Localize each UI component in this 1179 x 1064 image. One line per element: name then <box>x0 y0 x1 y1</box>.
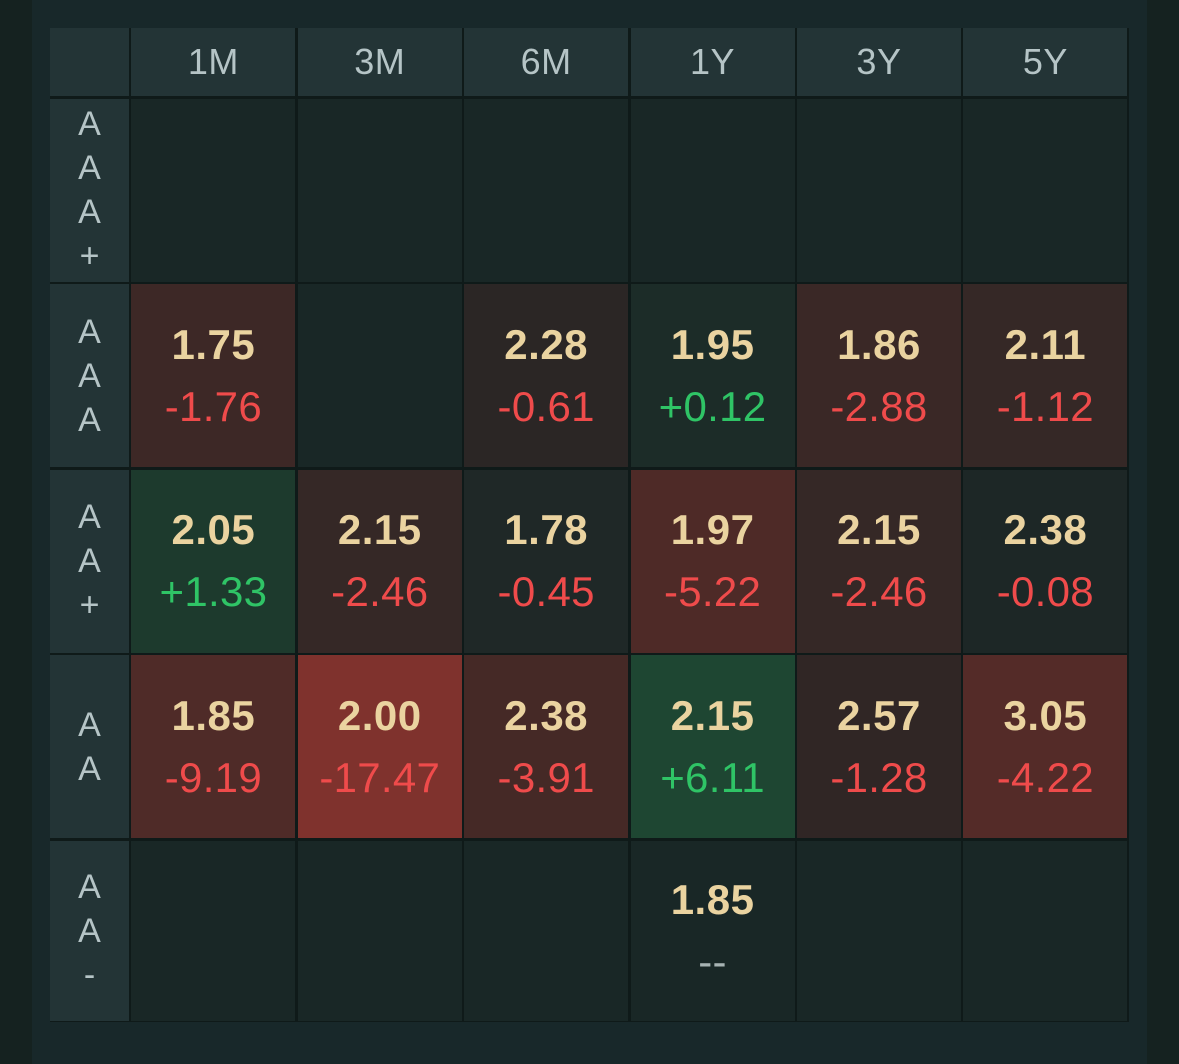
yield-value: 1.78 <box>504 506 589 554</box>
row-header-0[interactable]: A A A + <box>50 98 129 282</box>
change-value: -0.45 <box>497 568 595 616</box>
heatmap-cell-1-1m[interactable]: 1.75 -1.76 <box>131 284 296 468</box>
row-header-char: A <box>78 193 101 232</box>
heatmap-cell-4-5y <box>963 840 1128 1021</box>
heatmap-cell-3-5y[interactable]: 3.05 -4.22 <box>963 655 1128 839</box>
heatmap-cell-3-3y[interactable]: 2.57 -1.28 <box>796 655 961 839</box>
yield-value: 2.15 <box>670 691 755 739</box>
row-header-char: A <box>78 149 101 188</box>
column-header-3m[interactable]: 3M <box>297 28 462 96</box>
change-value: -1.76 <box>164 382 262 430</box>
change-value: -0.08 <box>996 568 1094 616</box>
change-value: -2.46 <box>830 568 928 616</box>
heatmap-cell-2-5y[interactable]: 2.38 -0.08 <box>963 469 1128 653</box>
row-header-2[interactable]: A A + <box>50 469 129 653</box>
heatmap-cell-1-6m[interactable]: 2.28 -0.61 <box>464 284 629 468</box>
change-value: -17.47 <box>319 753 441 801</box>
row-header-char: + <box>79 586 100 625</box>
row-header-char: A <box>78 867 101 906</box>
heatmap-cell-0-5y <box>963 98 1128 282</box>
yield-value: 1.86 <box>837 320 921 368</box>
heatmap-cell-4-1y[interactable]: 1.85 -- <box>630 840 795 1021</box>
yield-heatmap-grid: 1M 3M 6M 1Y 3Y 5Y A A A + A A A 1.75 -1.76 2.28 -0.61 1.9… <box>50 28 1129 1022</box>
heatmap-cell-1-5y[interactable]: 2.11 -1.12 <box>963 284 1128 468</box>
heatmap-cell-3-1m[interactable]: 1.85 -9.19 <box>131 655 296 839</box>
change-value: -3.91 <box>497 753 595 801</box>
yield-value: 2.15 <box>337 506 422 554</box>
yield-value: 3.05 <box>1003 691 1088 739</box>
row-header-char: A <box>78 498 101 537</box>
heatmap-cell-0-1y <box>630 98 795 282</box>
heatmap-cell-3-1y[interactable]: 2.15 +6.11 <box>630 655 795 839</box>
change-value: -0.61 <box>497 382 595 430</box>
change-value: -2.46 <box>331 568 429 616</box>
heatmap-cell-0-1m <box>131 98 296 282</box>
row-header-char: A <box>78 705 101 744</box>
yield-value: 2.00 <box>337 691 422 739</box>
yield-value: 1.95 <box>670 320 755 368</box>
change-value: +0.12 <box>658 382 767 430</box>
heatmap-cell-1-3m <box>297 284 462 468</box>
yield-value: 2.38 <box>1003 506 1088 554</box>
change-value: +6.11 <box>660 753 765 801</box>
row-header-char: A <box>78 911 101 950</box>
heatmap-cell-4-6m <box>464 840 629 1021</box>
heatmap-cell-4-3y <box>796 840 961 1021</box>
heatmap-cell-2-3y[interactable]: 2.15 -2.46 <box>796 469 961 653</box>
row-header-char: A <box>78 542 101 581</box>
heatmap-cell-2-6m[interactable]: 1.78 -0.45 <box>464 469 629 653</box>
heatmap-cell-0-3y <box>796 98 961 282</box>
yield-value: 2.05 <box>171 506 256 554</box>
heatmap-cell-3-3m[interactable]: 2.00 -17.47 <box>297 655 462 839</box>
change-value: -5.22 <box>663 568 762 616</box>
row-header-char: A <box>78 312 101 351</box>
row-header-char: A <box>78 356 101 395</box>
change-value: -1.12 <box>996 382 1094 430</box>
change-value: -1.28 <box>830 753 928 801</box>
row-header-char: A <box>78 400 101 439</box>
heatmap-cell-2-1y[interactable]: 1.97 -5.22 <box>630 469 795 653</box>
row-header-char: A <box>78 105 101 144</box>
change-value: -- <box>698 937 727 985</box>
yield-value: 1.85 <box>171 691 256 739</box>
yield-value: 2.11 <box>1004 320 1087 368</box>
change-value: -9.19 <box>164 753 262 801</box>
yield-value: 2.57 <box>837 691 921 739</box>
heatmap-cell-1-1y[interactable]: 1.95 +0.12 <box>630 284 795 468</box>
row-header-char: - <box>83 955 96 994</box>
yield-value: 2.28 <box>504 320 589 368</box>
heatmap-cell-2-3m[interactable]: 2.15 -2.46 <box>297 469 462 653</box>
change-value: +1.33 <box>159 568 268 616</box>
row-header-char: + <box>79 237 100 276</box>
heatmap-cell-0-3m <box>297 98 462 282</box>
heatmap-cell-0-6m <box>464 98 629 282</box>
heatmap-cell-3-6m[interactable]: 2.38 -3.91 <box>464 655 629 839</box>
yield-value: 2.15 <box>837 506 921 554</box>
heatmap-cell-1-3y[interactable]: 1.86 -2.88 <box>796 284 961 468</box>
column-header-1y[interactable]: 1Y <box>630 28 795 96</box>
yield-value: 1.97 <box>670 506 755 554</box>
heatmap-cell-2-1m[interactable]: 2.05 +1.33 <box>131 469 296 653</box>
yield-value: 1.85 <box>670 875 755 923</box>
row-header-char: A <box>78 749 101 788</box>
corner-cell <box>50 28 129 96</box>
column-header-3y[interactable]: 3Y <box>796 28 961 96</box>
yield-value: 2.38 <box>504 691 589 739</box>
heatmap-cell-4-3m <box>297 840 462 1021</box>
column-header-6m[interactable]: 6M <box>464 28 629 96</box>
change-value: -4.22 <box>996 753 1094 801</box>
change-value: -2.88 <box>830 382 928 430</box>
heatmap-cell-4-1m <box>131 840 296 1021</box>
column-header-1m[interactable]: 1M <box>131 28 296 96</box>
column-header-5y[interactable]: 5Y <box>963 28 1128 96</box>
yield-value: 1.75 <box>171 320 256 368</box>
